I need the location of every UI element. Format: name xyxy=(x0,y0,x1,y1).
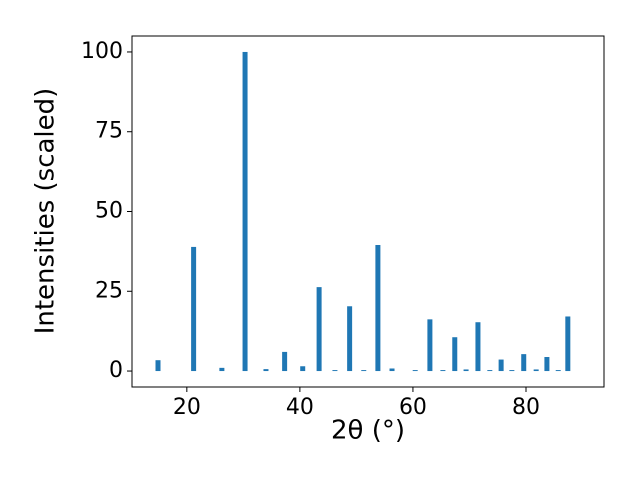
bar xyxy=(498,359,504,372)
bar xyxy=(521,354,527,372)
bar xyxy=(555,370,561,372)
bar xyxy=(191,246,197,372)
bar xyxy=(263,369,269,372)
bar xyxy=(316,287,322,372)
bar xyxy=(332,370,338,372)
y-tick-label: 75 xyxy=(95,119,123,144)
x-axis-label: 2θ (°) xyxy=(331,416,405,446)
bar xyxy=(219,367,225,372)
bar xyxy=(427,319,433,372)
bar xyxy=(509,370,515,372)
bar xyxy=(282,351,288,372)
bar xyxy=(487,370,493,372)
y-tick-label: 25 xyxy=(95,278,123,303)
bar xyxy=(475,322,481,372)
y-tick-label: 0 xyxy=(109,358,123,383)
x-tick-label: 40 xyxy=(286,395,314,420)
x-tick-label: 20 xyxy=(173,395,201,420)
bar xyxy=(375,245,381,372)
bar xyxy=(565,316,571,372)
bar xyxy=(347,306,353,372)
bar xyxy=(155,360,161,372)
bar xyxy=(533,369,539,372)
bar xyxy=(300,366,306,372)
bar xyxy=(242,51,248,372)
bar xyxy=(452,337,458,372)
plot-frame xyxy=(131,35,605,388)
y-axis-label: Intensities (scaled) xyxy=(31,88,61,335)
bar xyxy=(544,357,550,372)
x-tick-label: 80 xyxy=(512,395,540,420)
bar xyxy=(361,370,367,372)
y-tick-label: 100 xyxy=(81,39,123,64)
bar xyxy=(440,370,446,372)
bar xyxy=(463,369,469,372)
x-tick-label: 60 xyxy=(399,395,427,420)
y-tick-label: 50 xyxy=(95,199,123,224)
bar xyxy=(412,370,418,372)
bar xyxy=(389,368,395,372)
